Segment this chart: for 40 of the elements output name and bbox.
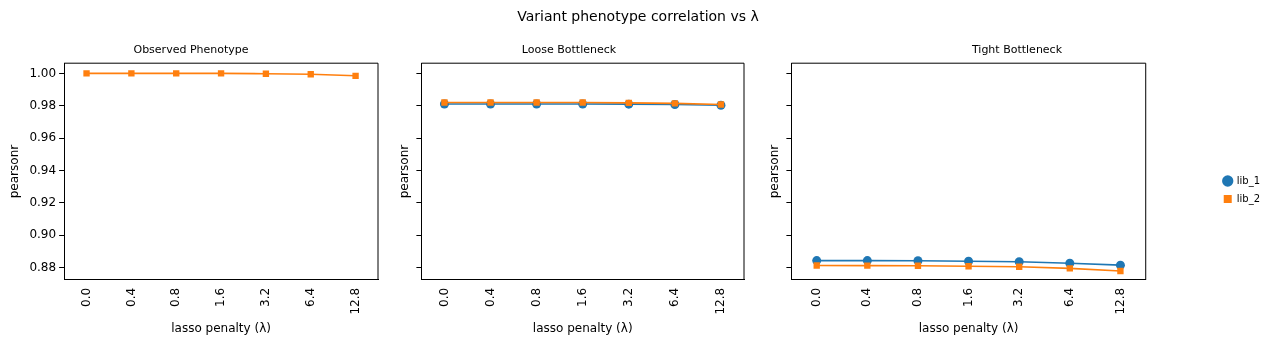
x-tick-label: 0.4 — [859, 287, 874, 307]
x-tick-label: 0.8 — [168, 287, 183, 307]
chart-title: Observed Phenotype — [133, 43, 249, 57]
x-tick-label: 3.2 — [620, 287, 635, 307]
x-tick-label: 6.4 — [302, 287, 317, 307]
legend-label: lib_1 — [1236, 174, 1261, 187]
x-tick-label: 12.8 — [347, 287, 362, 315]
y-tick-label: 0.88 — [29, 259, 57, 274]
x-tick-label: 1.6 — [213, 287, 228, 307]
x-tick-label: 6.4 — [1061, 287, 1076, 307]
x-tick-label: 12.8 — [1112, 287, 1127, 315]
x-tick-label: 0.0 — [808, 287, 823, 307]
x-axis-title: lasso penalty (λ) — [171, 320, 271, 335]
x-axis-title: lasso penalty (λ) — [532, 320, 633, 335]
x-tick-label: 0.0 — [78, 287, 93, 307]
y-tick-label: 0.92 — [29, 194, 57, 209]
x-tick-label: 3.2 — [1011, 287, 1026, 307]
x-tick-label: 0.4 — [482, 287, 497, 307]
y-axis-title: pearsonr — [767, 144, 782, 199]
x-tick-label: 12.8 — [713, 287, 728, 315]
chart-title: Loose Bottleneck — [521, 43, 617, 57]
x-tick-label: 1.6 — [960, 287, 975, 307]
x-tick-label: 0.8 — [528, 287, 543, 307]
y-tick-label: 0.96 — [29, 130, 57, 145]
y-tick-label: 0.94 — [29, 162, 57, 177]
y-axis-title: pearsonr — [7, 144, 22, 199]
x-tick-label: 1.6 — [574, 287, 589, 307]
chart-title: Tight Bottleneck — [970, 43, 1063, 57]
legend-label: lib_2 — [1236, 192, 1261, 205]
x-tick-label: 0.8 — [910, 287, 925, 307]
x-tick-label: 3.2 — [258, 287, 273, 307]
x-tick-label: 6.4 — [667, 287, 681, 307]
y-tick-label: 0.98 — [29, 97, 57, 112]
y-axis-title: pearsonr — [397, 144, 412, 199]
text: Variant phenotype correlation vs λ — [516, 8, 760, 24]
x-tick-label: 0.0 — [436, 287, 451, 307]
y-tick-label: 1.00 — [29, 65, 57, 80]
x-tick-label: 0.4 — [123, 287, 138, 307]
x-axis-title: lasso penalty (λ) — [918, 320, 1019, 335]
y-tick-label: 0.90 — [29, 227, 57, 242]
